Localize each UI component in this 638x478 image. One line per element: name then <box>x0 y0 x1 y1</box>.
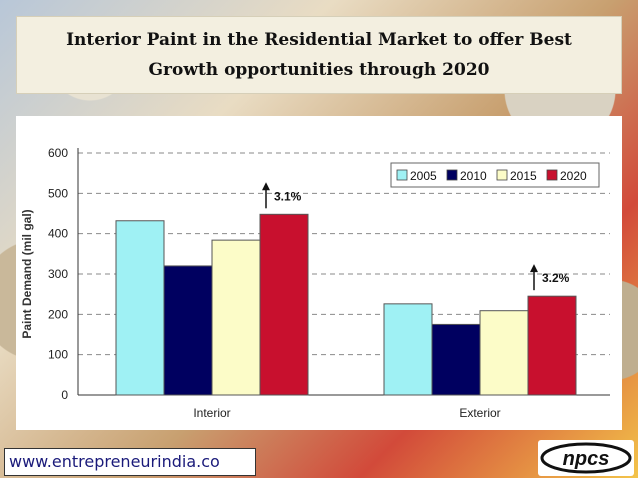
y-tick-label: 100 <box>48 348 68 362</box>
title-box: Interior Paint in the Residential Market… <box>16 16 622 94</box>
slide-title-line-1: Interior Paint in the Residential Market… <box>66 30 572 50</box>
legend-swatch-2015 <box>496 169 508 181</box>
bar-interior-2005 <box>115 220 165 396</box>
bar-exterior-2010 <box>431 323 481 396</box>
y-tick-label: 300 <box>48 267 68 281</box>
bar-chart: 0 100 200 300 400 500 600 Paint Demand (mil gal… <box>20 146 610 420</box>
y-tick-label: 500 <box>48 186 68 200</box>
annotation-label: 3.2% <box>542 271 570 285</box>
slide-title-line-2: Growth opportunities through 2020 <box>148 60 490 80</box>
bar-interior-2020 <box>259 213 309 396</box>
bar-exterior-2015 <box>479 310 529 396</box>
y-tick-label: 600 <box>48 146 68 160</box>
y-tick-label: 0 <box>61 388 68 402</box>
bar-exterior-2020 <box>527 295 577 396</box>
legend-label-2010: 2010 <box>460 169 487 183</box>
bar-interior-2015 <box>211 239 261 396</box>
legend-swatch-2020 <box>546 169 558 181</box>
legend-label-2020: 2020 <box>560 169 587 183</box>
chart-panel: 0 100 200 300 400 500 600 Paint Demand (mil gal… <box>16 116 622 430</box>
x-tick-label: Exterior <box>459 406 500 420</box>
website-link[interactable]: www.entrepreneurindia.co <box>4 448 256 476</box>
legend-swatch-2010 <box>446 169 458 181</box>
bar-exterior-2005 <box>383 303 433 396</box>
x-tick-label: Interior <box>193 406 230 420</box>
logo-text: npcs <box>563 448 610 470</box>
legend-swatch-2005 <box>396 169 408 181</box>
npcs-logo: npcs <box>538 440 634 476</box>
legend-label-2005: 2005 <box>410 169 437 183</box>
annotation-arrow-head <box>530 264 538 273</box>
y-tick-label: 400 <box>48 227 68 241</box>
legend-box <box>390 162 600 188</box>
bar-interior-2010 <box>163 265 213 396</box>
y-tick-label: 200 <box>48 307 68 321</box>
annotation-label: 3.1% <box>274 189 302 203</box>
legend-label-2015: 2015 <box>510 169 537 183</box>
y-axis-label: Paint Demand (mil gal) <box>20 209 34 338</box>
annotation-arrow-head <box>262 182 270 191</box>
